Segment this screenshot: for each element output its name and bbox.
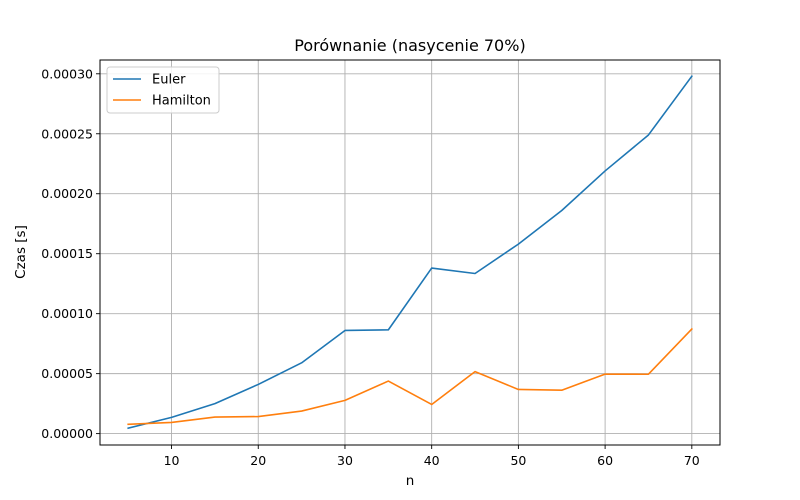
x-tick-label: 70 bbox=[684, 453, 700, 468]
series-line-euler bbox=[127, 75, 693, 430]
x-tick-label: 20 bbox=[250, 453, 266, 468]
plot-frame bbox=[99, 59, 721, 446]
x-axis-label: n bbox=[406, 473, 415, 489]
x-tick-label: 10 bbox=[164, 453, 180, 468]
y-tick-label: 0.00030 bbox=[41, 66, 93, 81]
legend: Euler Hamilton bbox=[106, 66, 220, 114]
x-axis: 10 20 30 40 50 60 70 bbox=[164, 445, 700, 468]
x-tick-label: 40 bbox=[424, 453, 440, 468]
x-tick-label: 60 bbox=[597, 453, 613, 468]
chart-title: Porównanie (nasycenie 70%) bbox=[294, 36, 525, 55]
legend-label: Hamilton bbox=[152, 94, 211, 109]
y-axis: 0.00000 0.00005 0.00010 0.00015 0.00020 0.000… bbox=[41, 66, 100, 441]
y-axis-label: Czas [s] bbox=[13, 225, 29, 279]
y-tick-label: 0.00025 bbox=[41, 126, 93, 141]
series-lines bbox=[127, 75, 693, 430]
x-tick-label: 30 bbox=[337, 453, 353, 468]
grid bbox=[100, 60, 720, 445]
x-tick-label: 50 bbox=[510, 453, 526, 468]
legend-label: Euler bbox=[152, 73, 186, 88]
y-tick-label: 0.00020 bbox=[41, 186, 93, 201]
y-tick-label: 0.00015 bbox=[41, 246, 93, 261]
series-line-hamilton bbox=[127, 327, 693, 426]
y-tick-label: 0.00005 bbox=[41, 366, 93, 381]
y-tick-label: 0.00000 bbox=[41, 426, 93, 441]
y-tick-label: 0.00010 bbox=[41, 306, 93, 321]
